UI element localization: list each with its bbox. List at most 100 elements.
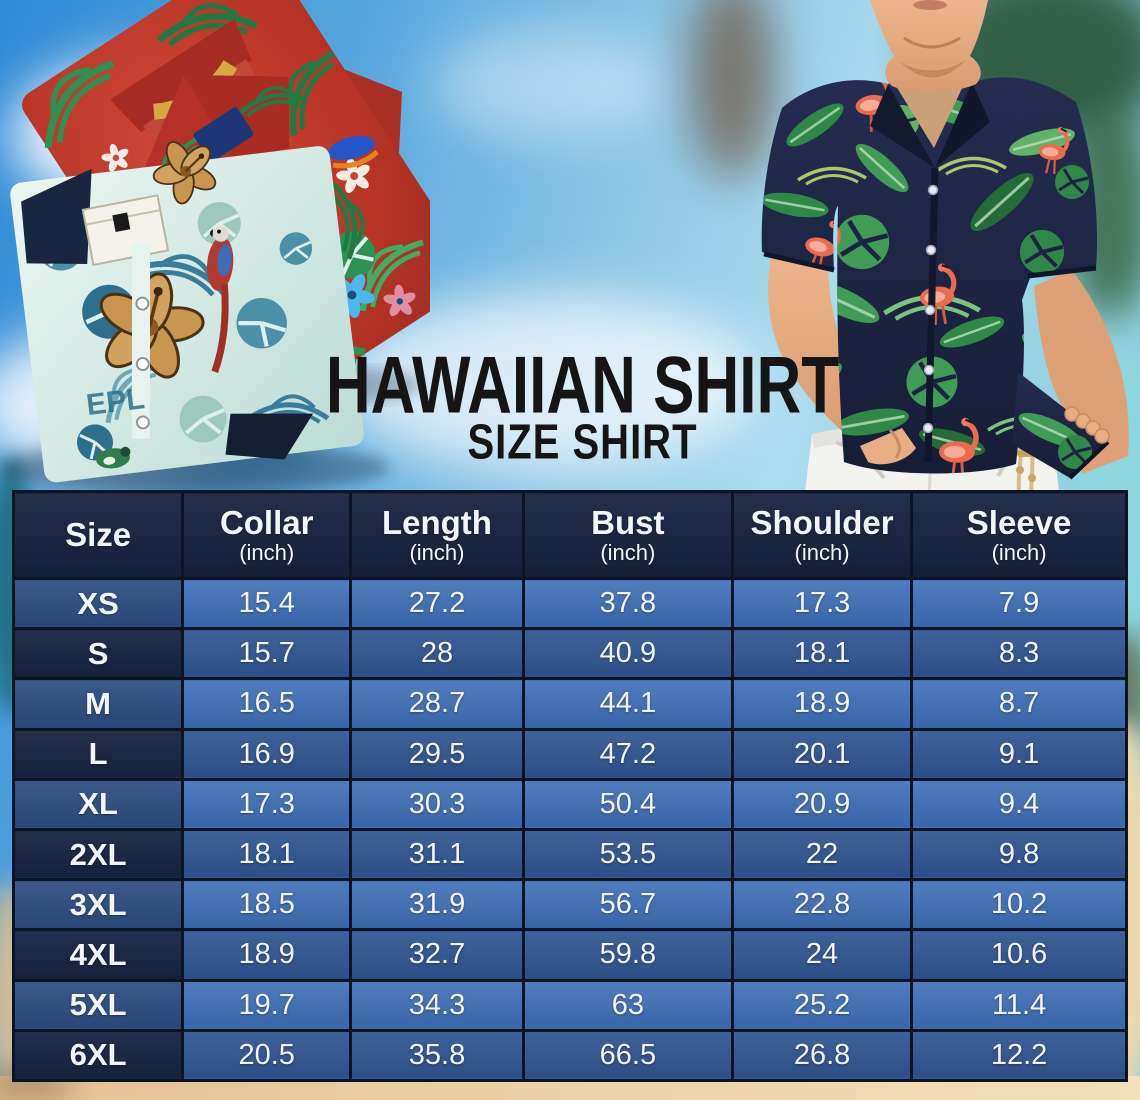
shirt-monogram: EPL — [84, 382, 146, 422]
left-hand — [860, 428, 916, 465]
collar-right-lapel — [935, 82, 990, 168]
value-cell: 18.5 — [181, 878, 353, 932]
value-cell: 20.5 — [181, 1028, 353, 1083]
size-cell: 3XL — [11, 878, 185, 932]
poster-subtitle: SIZE SHIRT — [467, 415, 698, 470]
value-cell: 35.8 — [349, 1028, 525, 1083]
value-cell: 16.9 — [181, 727, 353, 781]
value-cell: 25.2 — [730, 978, 914, 1032]
parrot-print — [206, 225, 234, 373]
value-cell: 50.4 — [521, 777, 734, 831]
value-cell: 22.8 — [730, 878, 914, 932]
value-cell: 20.9 — [730, 777, 914, 831]
value-cell: 17.3 — [730, 576, 914, 631]
value-cell: 37.8 — [521, 576, 734, 631]
teal-hawaiian-shirt: EPL — [10, 131, 364, 483]
value-cell: 9.1 — [910, 727, 1128, 781]
value-cell: 11.4 — [910, 978, 1128, 1032]
value-cell: 10.6 — [910, 928, 1128, 982]
size-cell: L — [11, 727, 185, 781]
value-cell: 29.5 — [349, 727, 525, 781]
value-cell: 10.2 — [910, 878, 1128, 932]
size-cell: XL — [11, 777, 185, 831]
table-row: M 16.5 28.7 44.1 18.9 8.7 — [11, 677, 1128, 731]
value-cell: 9.8 — [910, 827, 1128, 882]
value-cell: 32.7 — [349, 928, 525, 982]
table-row: 6XL 20.5 35.8 66.5 26.8 12.2 — [11, 1028, 1128, 1083]
table-header-row: Size Collar (inch) Length (inch) Bust (inch) Sh… — [11, 490, 1128, 580]
table-row: L 16.9 29.5 47.2 20.1 9.1 — [11, 727, 1128, 781]
value-cell: 8.3 — [910, 627, 1128, 681]
size-cell: 5XL — [11, 978, 185, 1032]
value-cell: 27.2 — [349, 576, 525, 631]
value-cell: 18.1 — [730, 627, 914, 681]
size-cell: 2XL — [11, 827, 185, 882]
value-cell: 47.2 — [521, 727, 734, 781]
shirt-corner — [1012, 372, 1110, 480]
value-cell: 16.5 — [181, 677, 353, 731]
poster-title-block: HAWAIIAN SHIRT SIZE SHIRT — [300, 340, 865, 466]
size-cell: 4XL — [11, 928, 185, 982]
value-cell: 63 — [521, 978, 734, 1032]
value-cell: 18.1 — [181, 827, 353, 882]
size-chart: Size Collar (inch) Length (inch) Bust (inch) Sh… — [11, 490, 1128, 1083]
table-row: S 15.7 28 40.9 18.1 8.3 — [11, 627, 1128, 681]
table-row: 3XL 18.5 31.9 56.7 22.8 10.2 — [11, 878, 1128, 932]
table-body: XS 15.4 27.2 37.8 17.3 7.9 S 15.7 28 40.9 18.1 8.3 M… — [11, 576, 1128, 1083]
column-header-length: Length (inch) — [349, 490, 525, 580]
value-cell: 28.7 — [349, 677, 525, 731]
value-cell: 7.9 — [910, 576, 1128, 631]
column-header-collar: Collar (inch) — [181, 490, 353, 580]
size-cell: 6XL — [11, 1028, 185, 1083]
size-chart-table: Size Collar (inch) Length (inch) Bust (inch) Sh… — [11, 490, 1128, 1083]
shirt-buttons — [922, 184, 939, 434]
value-cell: 17.3 — [181, 777, 353, 831]
value-cell: 59.8 — [521, 928, 734, 982]
value-cell: 28 — [349, 627, 525, 681]
value-cell: 9.4 — [910, 777, 1128, 831]
column-header-size: Size — [11, 490, 185, 580]
value-cell: 26.8 — [730, 1028, 914, 1083]
value-cell: 40.9 — [521, 627, 734, 681]
model-neck — [870, 0, 988, 92]
value-cell: 34.3 — [349, 978, 525, 1032]
table-header: Size Collar (inch) Length (inch) Bust (inch) Sh… — [11, 490, 1128, 580]
palm-trunk-blur — [690, 0, 775, 180]
value-cell: 66.5 — [521, 1028, 734, 1083]
value-cell: 31.9 — [349, 878, 525, 932]
value-cell: 24 — [730, 928, 914, 982]
collar-left-lapel — [870, 84, 935, 168]
value-cell: 56.7 — [521, 878, 734, 932]
table-row: 5XL 19.7 34.3 63 25.2 11.4 — [11, 978, 1128, 1032]
table-row: XL 17.3 30.3 50.4 20.9 9.4 — [11, 777, 1128, 831]
value-cell: 8.7 — [910, 677, 1128, 731]
column-header-sleeve: Sleeve (inch) — [910, 490, 1128, 580]
model-wearing-flamingo-shirt-photo — [761, 0, 1129, 500]
column-header-shoulder: Shoulder (inch) — [730, 490, 914, 580]
value-cell: 18.9 — [181, 928, 353, 982]
value-cell: 22 — [730, 827, 914, 882]
right-arm — [1034, 270, 1129, 474]
size-cell: S — [11, 627, 185, 681]
value-cell: 30.3 — [349, 777, 525, 831]
value-cell: 15.4 — [181, 576, 353, 631]
value-cell: 12.2 — [910, 1028, 1128, 1083]
column-header-bust: Bust (inch) — [521, 490, 734, 580]
value-cell: 53.5 — [521, 827, 734, 882]
size-cell: M — [11, 677, 185, 731]
sleeve-logo — [328, 135, 379, 169]
value-cell: 18.9 — [730, 677, 914, 731]
cloud-blur — [430, 30, 670, 140]
value-cell: 15.7 — [181, 627, 353, 681]
value-cell: 19.7 — [181, 978, 353, 1032]
folded-hawaiian-shirts-photo: M — [0, 0, 430, 494]
size-cell: XS — [11, 576, 185, 631]
value-cell: 31.1 — [349, 827, 525, 882]
table-row: 4XL 18.9 32.7 59.8 24 10.6 — [11, 928, 1128, 982]
table-row: 2XL 18.1 31.1 53.5 22 9.8 — [11, 827, 1128, 882]
right-hand-knuckles — [1064, 406, 1110, 444]
poster-title: HAWAIIAN SHIRT — [325, 340, 840, 431]
table-row: XS 15.4 27.2 37.8 17.3 7.9 — [11, 576, 1128, 631]
value-cell: 20.1 — [730, 727, 914, 781]
